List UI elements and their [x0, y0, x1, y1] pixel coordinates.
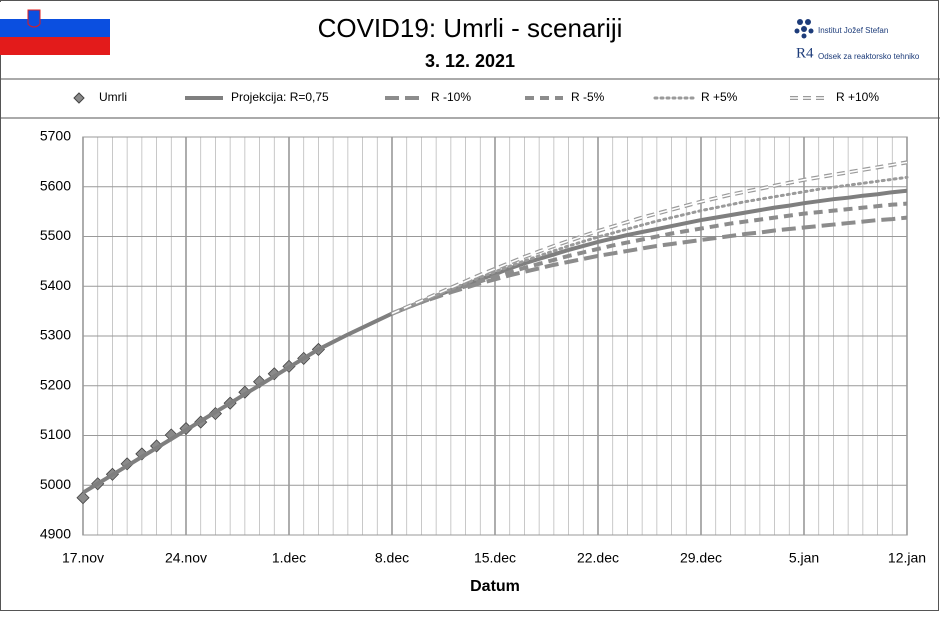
legend-label: Umrli [99, 90, 127, 104]
x-tick-label: 12.jan [888, 550, 926, 566]
series-line [391, 201, 908, 316]
series-line [390, 175, 909, 316]
y-tick-label: 5400 [40, 277, 71, 293]
x-tick-label: 8.dec [375, 550, 409, 566]
y-tick-label: 5300 [40, 327, 71, 343]
x-tick-label: 29.dec [680, 550, 722, 566]
department: Odsek za reaktorsko tehniko [818, 52, 920, 61]
logo [794, 19, 814, 39]
legend-label: R -10% [431, 90, 471, 104]
institute: Institut Jožef Stefan [818, 26, 888, 35]
logo-text: R4 [796, 45, 814, 61]
series-line-inner [391, 161, 908, 315]
x-tick-label: 5.jan [789, 550, 819, 566]
y-tick-label: 5700 [40, 128, 71, 144]
data-marker [135, 447, 149, 461]
flag [0, 2, 110, 55]
x-axis-title: Datum [470, 578, 520, 595]
y-tick-label: 5600 [40, 177, 71, 193]
legend-label: Projekcija: R=0,75 [231, 90, 329, 104]
y-tick-label: 5100 [40, 426, 71, 442]
y-tick-label: 4900 [40, 526, 71, 542]
legend-label: R -5% [571, 90, 605, 104]
legend-label: R +5% [701, 90, 738, 104]
x-tick-label: 1.dec [272, 550, 306, 566]
y-tick-label: 5500 [40, 227, 71, 243]
chart-date: 3. 12. 2021 [425, 51, 515, 71]
legend-marker [73, 92, 85, 104]
x-tick-label: 15.dec [474, 550, 516, 566]
y-tick-label: 5200 [40, 376, 71, 392]
chart-title: COVID19: Umrli - scenariji [318, 13, 623, 43]
x-tick-label: 24.nov [165, 550, 207, 566]
data-marker [76, 491, 90, 505]
y-tick-label: 5000 [40, 476, 71, 492]
series-line [81, 188, 908, 495]
x-tick-label: 22.dec [577, 550, 619, 566]
x-tick-label: 17.nov [62, 550, 104, 566]
legend-label: R +10% [836, 90, 879, 104]
